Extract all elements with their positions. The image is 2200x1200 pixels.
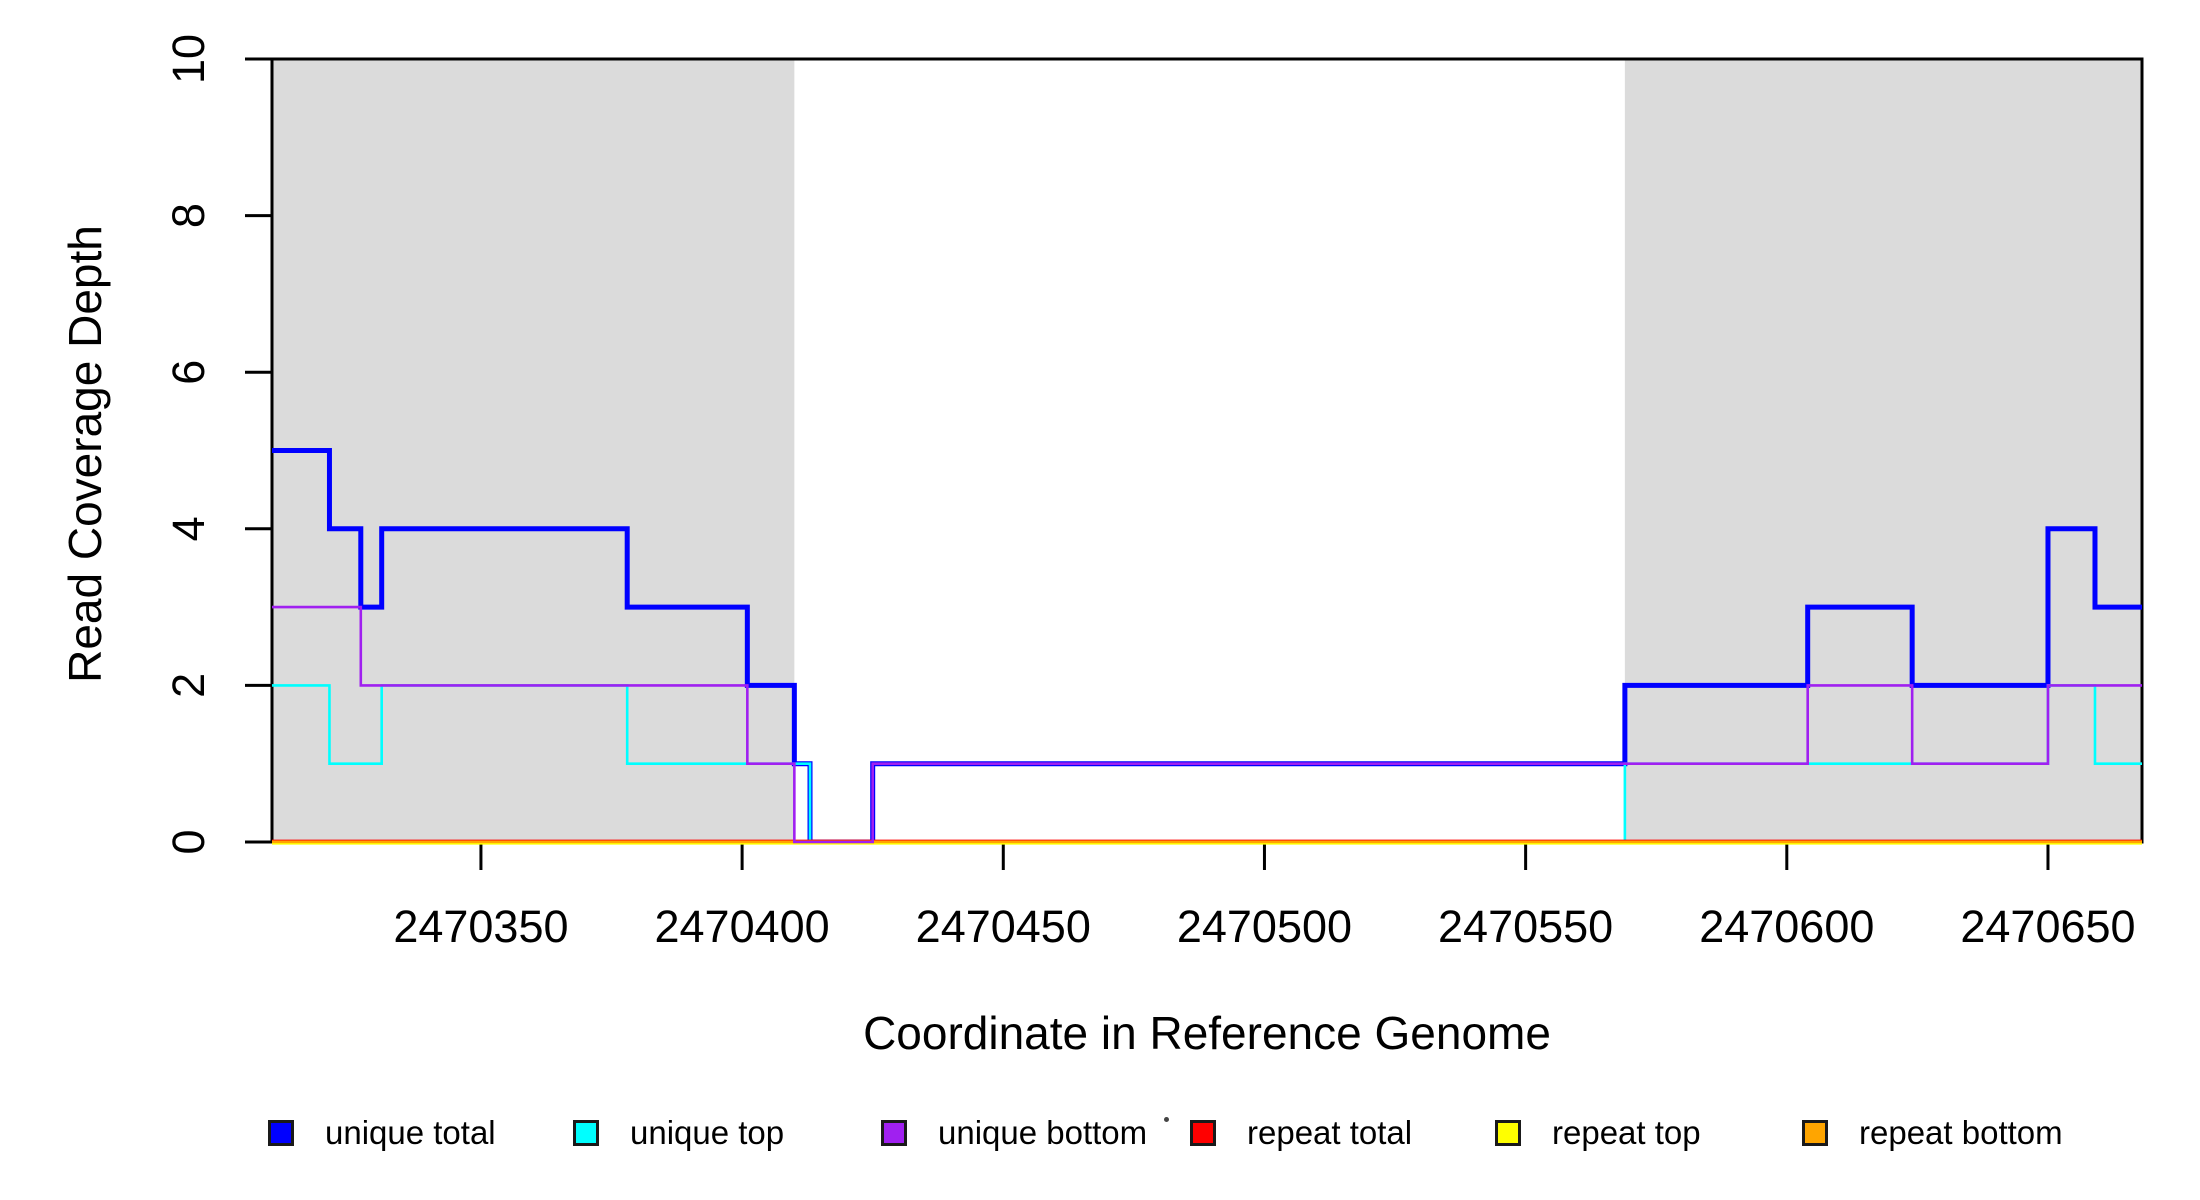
repeat-top-swatch-icon	[1495, 1120, 1521, 1146]
x-tick-label: 2470500	[1177, 901, 1352, 952]
unique-bottom-swatch-icon	[881, 1120, 907, 1146]
legend-label: unique top	[630, 1114, 785, 1151]
y-tick-label: 8	[163, 203, 214, 228]
unique-total-swatch-icon	[268, 1120, 294, 1146]
shaded-region	[1624, 59, 2142, 842]
legend-label: repeat bottom	[1859, 1114, 2063, 1151]
y-tick-label: 4	[163, 516, 214, 541]
x-tick-label: 2470350	[393, 901, 568, 952]
legend-label: unique bottom	[938, 1114, 1148, 1151]
x-tick-label: 2470600	[1699, 901, 1874, 952]
y-tick-label: 6	[163, 360, 214, 385]
y-tick-label: 0	[163, 829, 214, 854]
series-line-unique-bottom	[272, 605, 2142, 844]
legend-label: unique total	[325, 1114, 496, 1151]
x-axis-title: Coordinate in Reference Genome	[863, 1007, 1551, 1059]
unique-top-swatch-icon	[573, 1120, 599, 1146]
y-axis-title: Read Coverage Depth	[59, 225, 111, 683]
shaded-region	[272, 59, 795, 842]
x-tick-label: 2470550	[1438, 901, 1613, 952]
stray-mark	[1164, 1117, 1169, 1122]
y-tick-label: 2	[163, 673, 214, 698]
x-tick-label: 2470650	[1960, 901, 2135, 952]
repeat-bottom-swatch-icon	[1802, 1120, 1828, 1146]
x-tick-label: 2470400	[655, 901, 830, 952]
x-tick-label: 2470450	[916, 901, 1091, 952]
legend-label: repeat total	[1247, 1114, 1413, 1151]
repeat-total-swatch-icon	[1190, 1120, 1216, 1146]
legend-label: repeat top	[1552, 1114, 1701, 1151]
y-tick-label: 10	[163, 34, 214, 84]
